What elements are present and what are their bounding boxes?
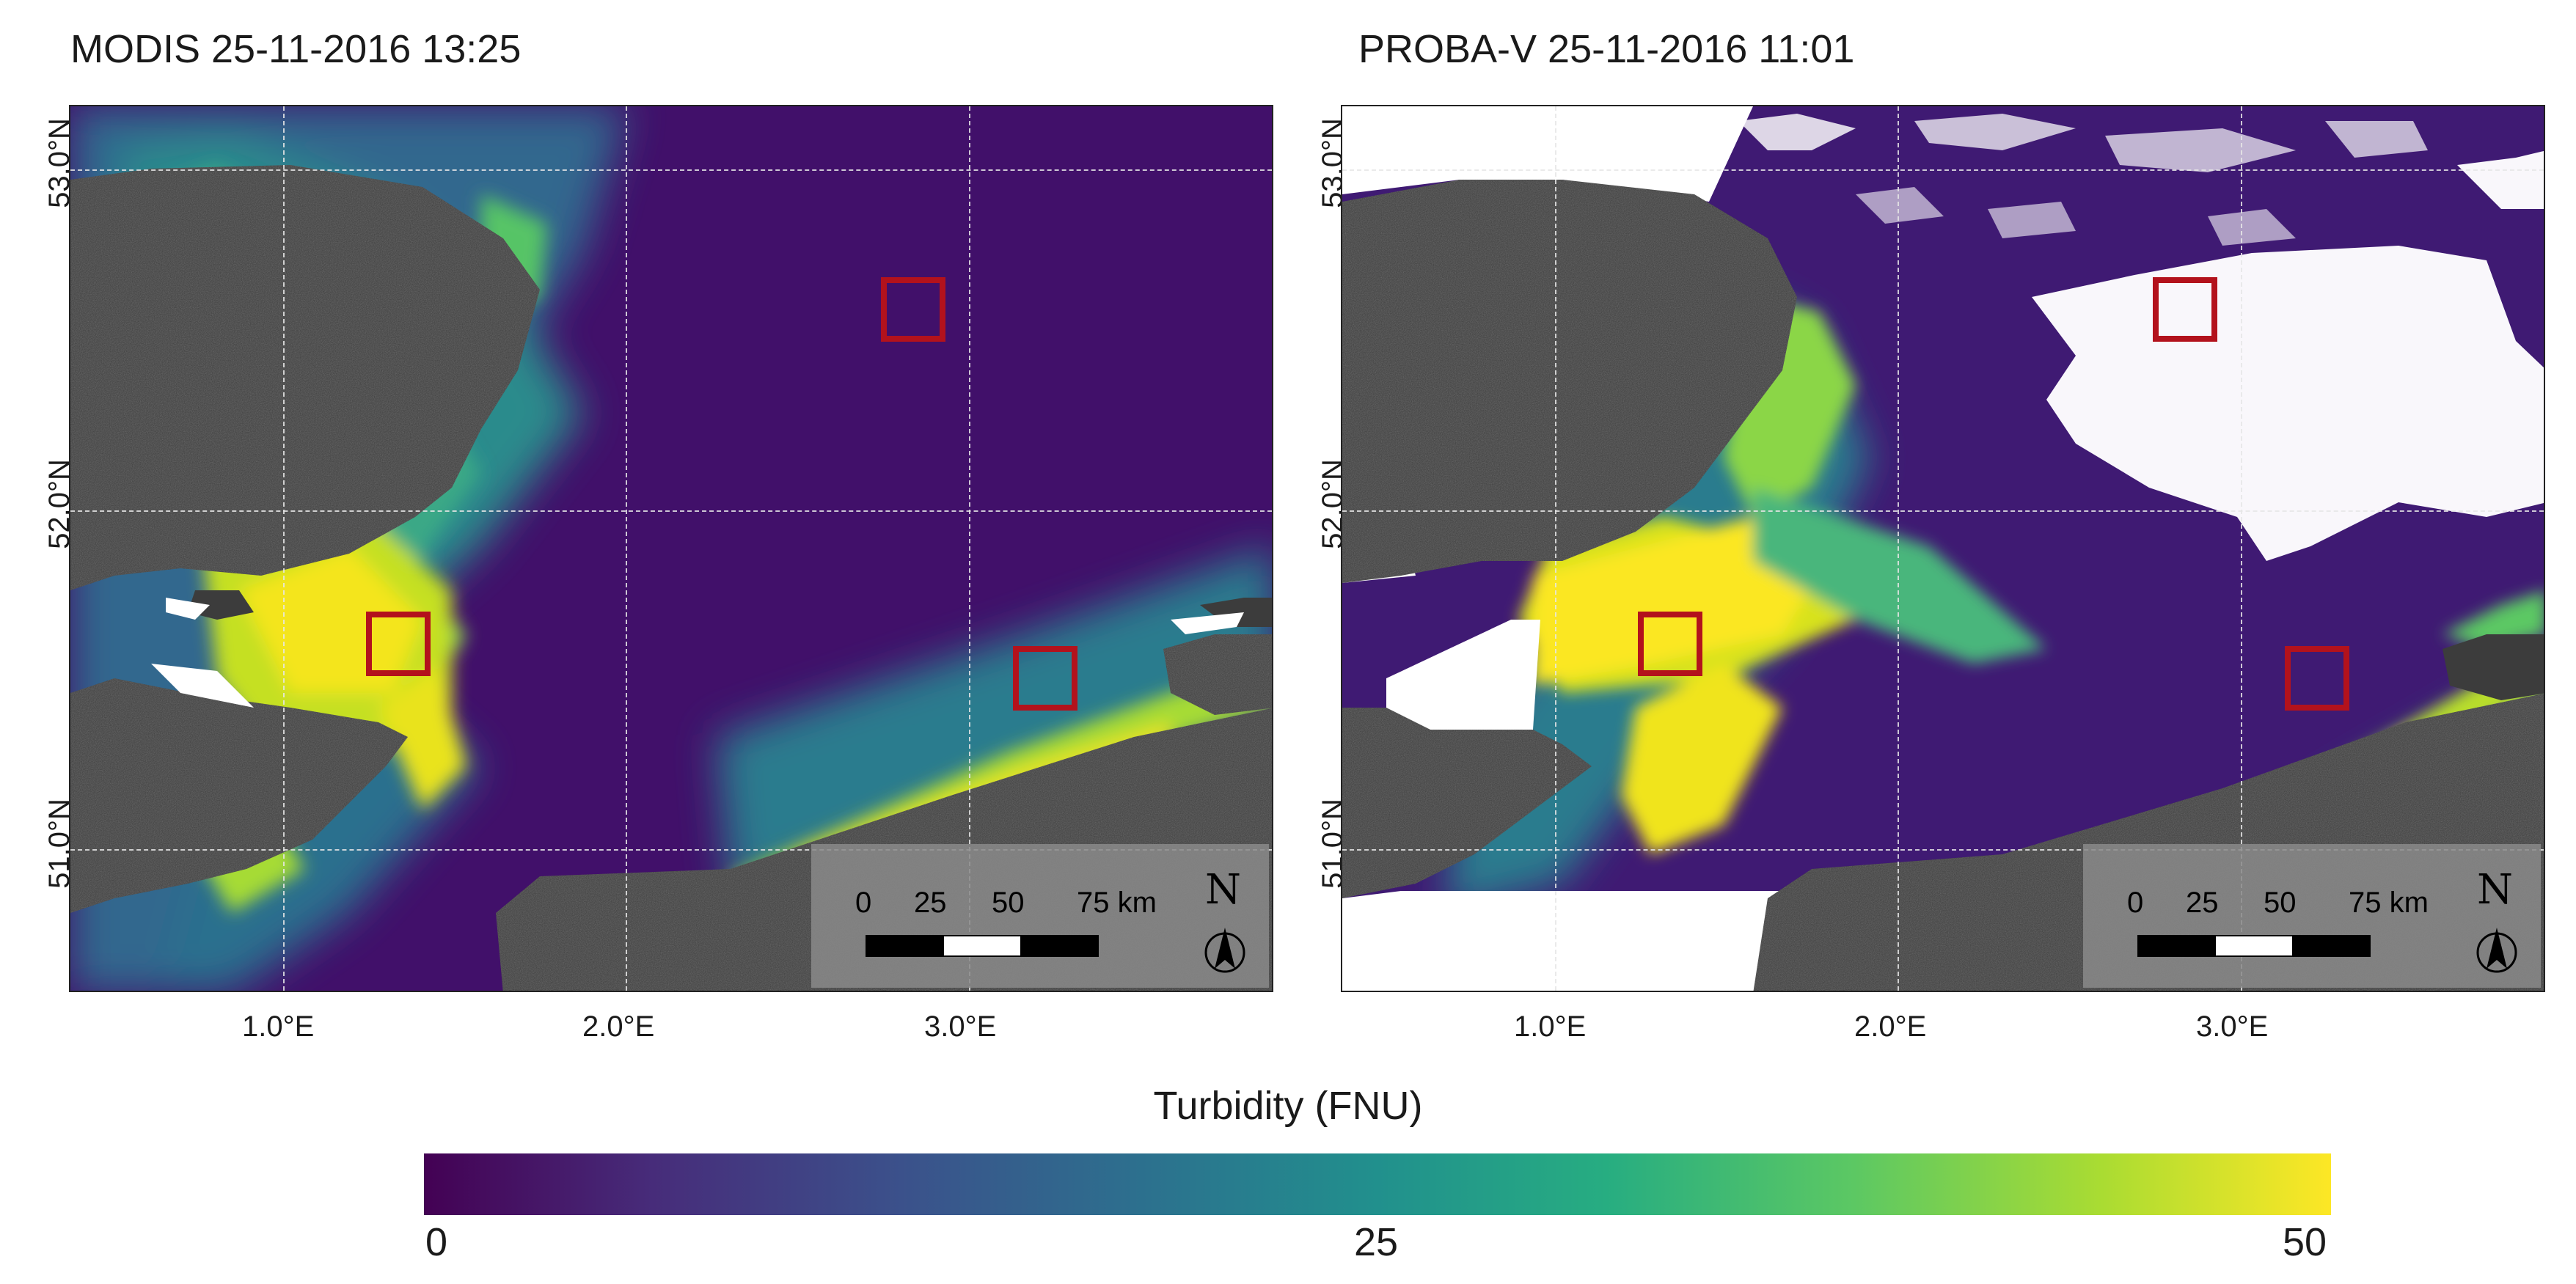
turbidity-map-modis: 0 25 50 75 km N: [69, 105, 1273, 992]
scale-label: 0: [2127, 887, 2144, 919]
lon-label: 3.0°E: [2196, 1010, 2269, 1043]
graticule-line: [70, 169, 1272, 171]
graticule-line: [283, 106, 285, 991]
scale-legend: 0 25 50 75 km N: [2083, 844, 2541, 988]
north-label: N: [2477, 866, 2513, 914]
cloud-mask: [1738, 114, 2544, 561]
graticule-line: [70, 510, 1272, 512]
roi-box: [2285, 646, 2349, 711]
roi-box: [2153, 277, 2217, 342]
north-label: N: [1205, 866, 1241, 914]
graticule-line: [70, 849, 1272, 851]
scale-label: 0: [855, 887, 872, 919]
lon-label: 2.0°E: [582, 1010, 655, 1043]
colorbar: [424, 1153, 2331, 1215]
graticule-line: [1898, 106, 1899, 991]
colorbar-tick: 50: [2283, 1220, 2327, 1264]
graticule-line: [626, 106, 627, 991]
graticule-line: [1342, 849, 2544, 851]
roi-box: [366, 612, 431, 676]
scale-label: 50: [2264, 887, 2297, 919]
turbidity-map-probav: 0 25 50 75 km N: [1341, 105, 2545, 992]
north-arrow-icon: [1204, 928, 1245, 973]
scale-label: 25: [914, 887, 947, 919]
lon-label: 1.0°E: [1514, 1010, 1587, 1043]
lon-label: 3.0°E: [924, 1010, 997, 1043]
colorbar-tick: 25: [1354, 1220, 1399, 1264]
roi-box: [881, 277, 945, 342]
lon-label: 2.0°E: [1854, 1010, 1927, 1043]
scale-bar: [866, 935, 1099, 957]
roi-box: [1638, 612, 1702, 676]
scale-label: 50: [992, 887, 1025, 919]
scale-bar: [2137, 935, 2371, 957]
map-raster: [70, 106, 1272, 991]
graticule-line: [1342, 169, 2544, 171]
no-data: [151, 598, 1244, 708]
panel-title: PROBA-V 25-11-2016 11:01: [1358, 27, 1855, 71]
scale-label: 25: [2186, 887, 2219, 919]
scale-label: 75 km: [2349, 887, 2429, 919]
graticule-line: [1342, 510, 2544, 512]
panel-title: MODIS 25-11-2016 13:25: [70, 27, 522, 71]
no-data: [1342, 106, 2076, 991]
scale-legend: 0 25 50 75 km N: [811, 844, 1269, 988]
north-arrow-icon: [2476, 928, 2517, 973]
graticule-line: [2241, 106, 2242, 991]
scale-label: 75 km: [1077, 887, 1157, 919]
roi-box: [1013, 646, 1077, 711]
graticule-line: [1555, 106, 1556, 991]
colorbar-tick: 0: [425, 1220, 448, 1264]
graticule-line: [969, 106, 970, 991]
lon-label: 1.0°E: [242, 1010, 315, 1043]
colorbar-title: Turbidity (FNU): [1153, 1084, 1423, 1128]
